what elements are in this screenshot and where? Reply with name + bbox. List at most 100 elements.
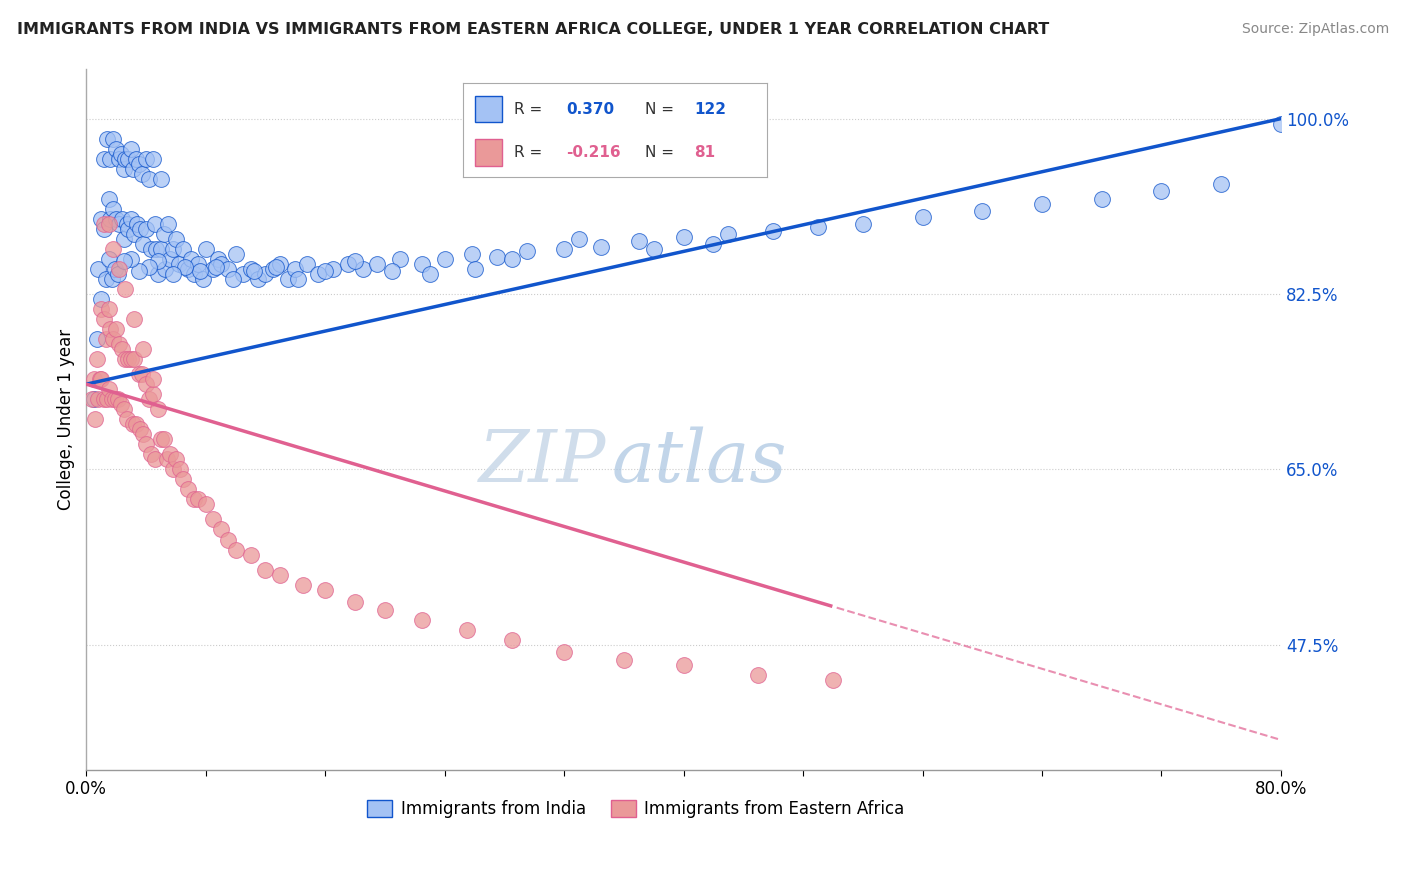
- Point: [277, 272, 299, 286]
- Point: [187, 257, 209, 271]
- Point: [142, 387, 165, 401]
- Point: [264, 260, 287, 274]
- Point: [167, 257, 190, 271]
- Point: [93, 392, 115, 407]
- Point: [202, 262, 225, 277]
- Point: [807, 219, 830, 234]
- Point: [110, 397, 132, 411]
- Point: [388, 252, 411, 266]
- Point: [322, 262, 344, 277]
- Point: [460, 247, 482, 261]
- Point: [142, 152, 165, 166]
- Point: [131, 167, 153, 181]
- Point: [114, 352, 136, 367]
- Point: [194, 242, 217, 256]
- Point: [138, 392, 160, 407]
- Point: [165, 232, 187, 246]
- Point: [613, 653, 636, 667]
- Point: [1270, 117, 1292, 131]
- Point: [96, 131, 118, 145]
- Point: [87, 392, 110, 407]
- Point: [135, 152, 157, 166]
- Legend: Immigrants from India, Immigrants from Eastern Africa: Immigrants from India, Immigrants from E…: [361, 793, 911, 825]
- Point: [101, 242, 124, 256]
- Point: [702, 236, 724, 251]
- Point: [419, 267, 441, 281]
- Point: [143, 452, 166, 467]
- Point: [553, 242, 575, 256]
- Point: [105, 211, 128, 226]
- Point: [90, 292, 112, 306]
- Point: [97, 301, 120, 316]
- Point: [187, 492, 209, 507]
- Point: [972, 203, 994, 218]
- Point: [112, 232, 135, 246]
- Point: [115, 217, 138, 231]
- Point: [411, 257, 433, 271]
- Point: [83, 392, 105, 407]
- Point: [120, 252, 142, 266]
- Point: [101, 202, 124, 216]
- Point: [104, 392, 127, 407]
- Point: [852, 217, 875, 231]
- Point: [1150, 184, 1173, 198]
- Point: [191, 272, 214, 286]
- Point: [117, 352, 139, 367]
- Point: [262, 262, 284, 277]
- Point: [1091, 192, 1114, 206]
- Point: [165, 452, 187, 467]
- Point: [254, 267, 277, 281]
- Point: [108, 337, 131, 351]
- Point: [107, 267, 129, 281]
- Point: [145, 242, 167, 256]
- Point: [672, 230, 695, 244]
- Text: IMMIGRANTS FROM INDIA VS IMMIGRANTS FROM EASTERN AFRICA COLLEGE, UNDER 1 YEAR CO: IMMIGRANTS FROM INDIA VS IMMIGRANTS FROM…: [17, 22, 1049, 37]
- Point: [911, 210, 934, 224]
- Point: [1031, 196, 1053, 211]
- Point: [121, 161, 143, 176]
- Point: [132, 236, 155, 251]
- Point: [90, 301, 112, 316]
- Point: [112, 161, 135, 176]
- Point: [142, 372, 165, 386]
- Point: [149, 242, 172, 256]
- Point: [97, 217, 120, 231]
- Point: [344, 254, 367, 268]
- Point: [173, 260, 195, 274]
- Point: [205, 260, 228, 274]
- Point: [132, 342, 155, 356]
- Point: [747, 667, 769, 681]
- Point: [247, 272, 270, 286]
- Point: [108, 262, 131, 277]
- Point: [239, 548, 262, 562]
- Point: [108, 217, 131, 231]
- Point: [83, 372, 105, 386]
- Point: [90, 372, 112, 386]
- Point: [149, 171, 172, 186]
- Point: [314, 582, 336, 597]
- Point: [97, 252, 120, 266]
- Point: [138, 171, 160, 186]
- Point: [180, 252, 202, 266]
- Text: Source: ZipAtlas.com: Source: ZipAtlas.com: [1241, 22, 1389, 37]
- Point: [155, 262, 177, 277]
- Point: [762, 224, 785, 238]
- Point: [114, 152, 136, 166]
- Point: [232, 267, 254, 281]
- Point: [217, 533, 239, 547]
- Point: [139, 242, 162, 256]
- Point: [97, 382, 120, 396]
- Point: [242, 264, 264, 278]
- Point: [297, 257, 319, 271]
- Point: [111, 342, 134, 356]
- Point: [374, 602, 396, 616]
- Point: [82, 392, 104, 407]
- Point: [627, 234, 650, 248]
- Point: [98, 211, 121, 226]
- Point: [183, 267, 205, 281]
- Point: [568, 232, 591, 246]
- Point: [172, 472, 194, 486]
- Point: [183, 492, 205, 507]
- Point: [93, 217, 115, 231]
- Point: [209, 523, 232, 537]
